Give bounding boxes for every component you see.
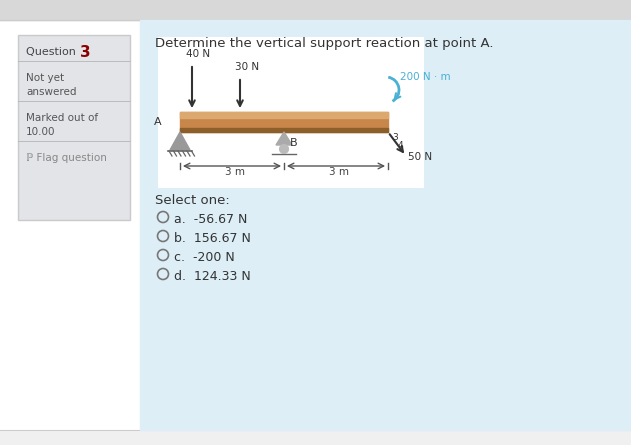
Text: ℙ Flag question: ℙ Flag question [26,153,107,163]
Text: d.  124.33 N: d. 124.33 N [174,270,251,283]
Bar [180,112,388,118]
Text: Not yet: Not yet [26,73,64,83]
Text: B: B [290,138,298,148]
Text: A: A [155,117,162,127]
Text: a.  -56.67 N: a. -56.67 N [174,213,247,226]
Text: 200 N · m: 200 N · m [400,72,451,82]
Bar [180,112,388,132]
Text: 3 m: 3 m [329,167,349,177]
Text: Marked out of: Marked out of [26,113,98,123]
Text: answered: answered [26,87,76,97]
Text: 4: 4 [398,141,404,150]
Text: Question: Question [26,47,80,57]
Text: Select one:: Select one: [155,194,230,207]
Text: Determine the vertical support reaction at point A.: Determine the vertical support reaction … [155,37,493,50]
Text: 3: 3 [392,133,398,142]
Text: c.  -200 N: c. -200 N [174,251,235,264]
Text: 3 m: 3 m [225,167,245,177]
Bar [140,20,631,430]
Circle shape [280,145,288,154]
Bar [0,0,631,20]
Polygon shape [276,132,292,145]
Text: 30 N: 30 N [235,62,259,72]
FancyBboxPatch shape [18,35,130,220]
Text: b.  156.67 N: b. 156.67 N [174,232,251,245]
Bar [180,128,388,132]
Text: 40 N: 40 N [186,49,210,59]
Polygon shape [170,132,190,150]
Text: 3: 3 [80,45,91,60]
Text: 50 N: 50 N [408,152,432,162]
Bar [158,37,423,187]
Text: 10.00: 10.00 [26,127,56,137]
